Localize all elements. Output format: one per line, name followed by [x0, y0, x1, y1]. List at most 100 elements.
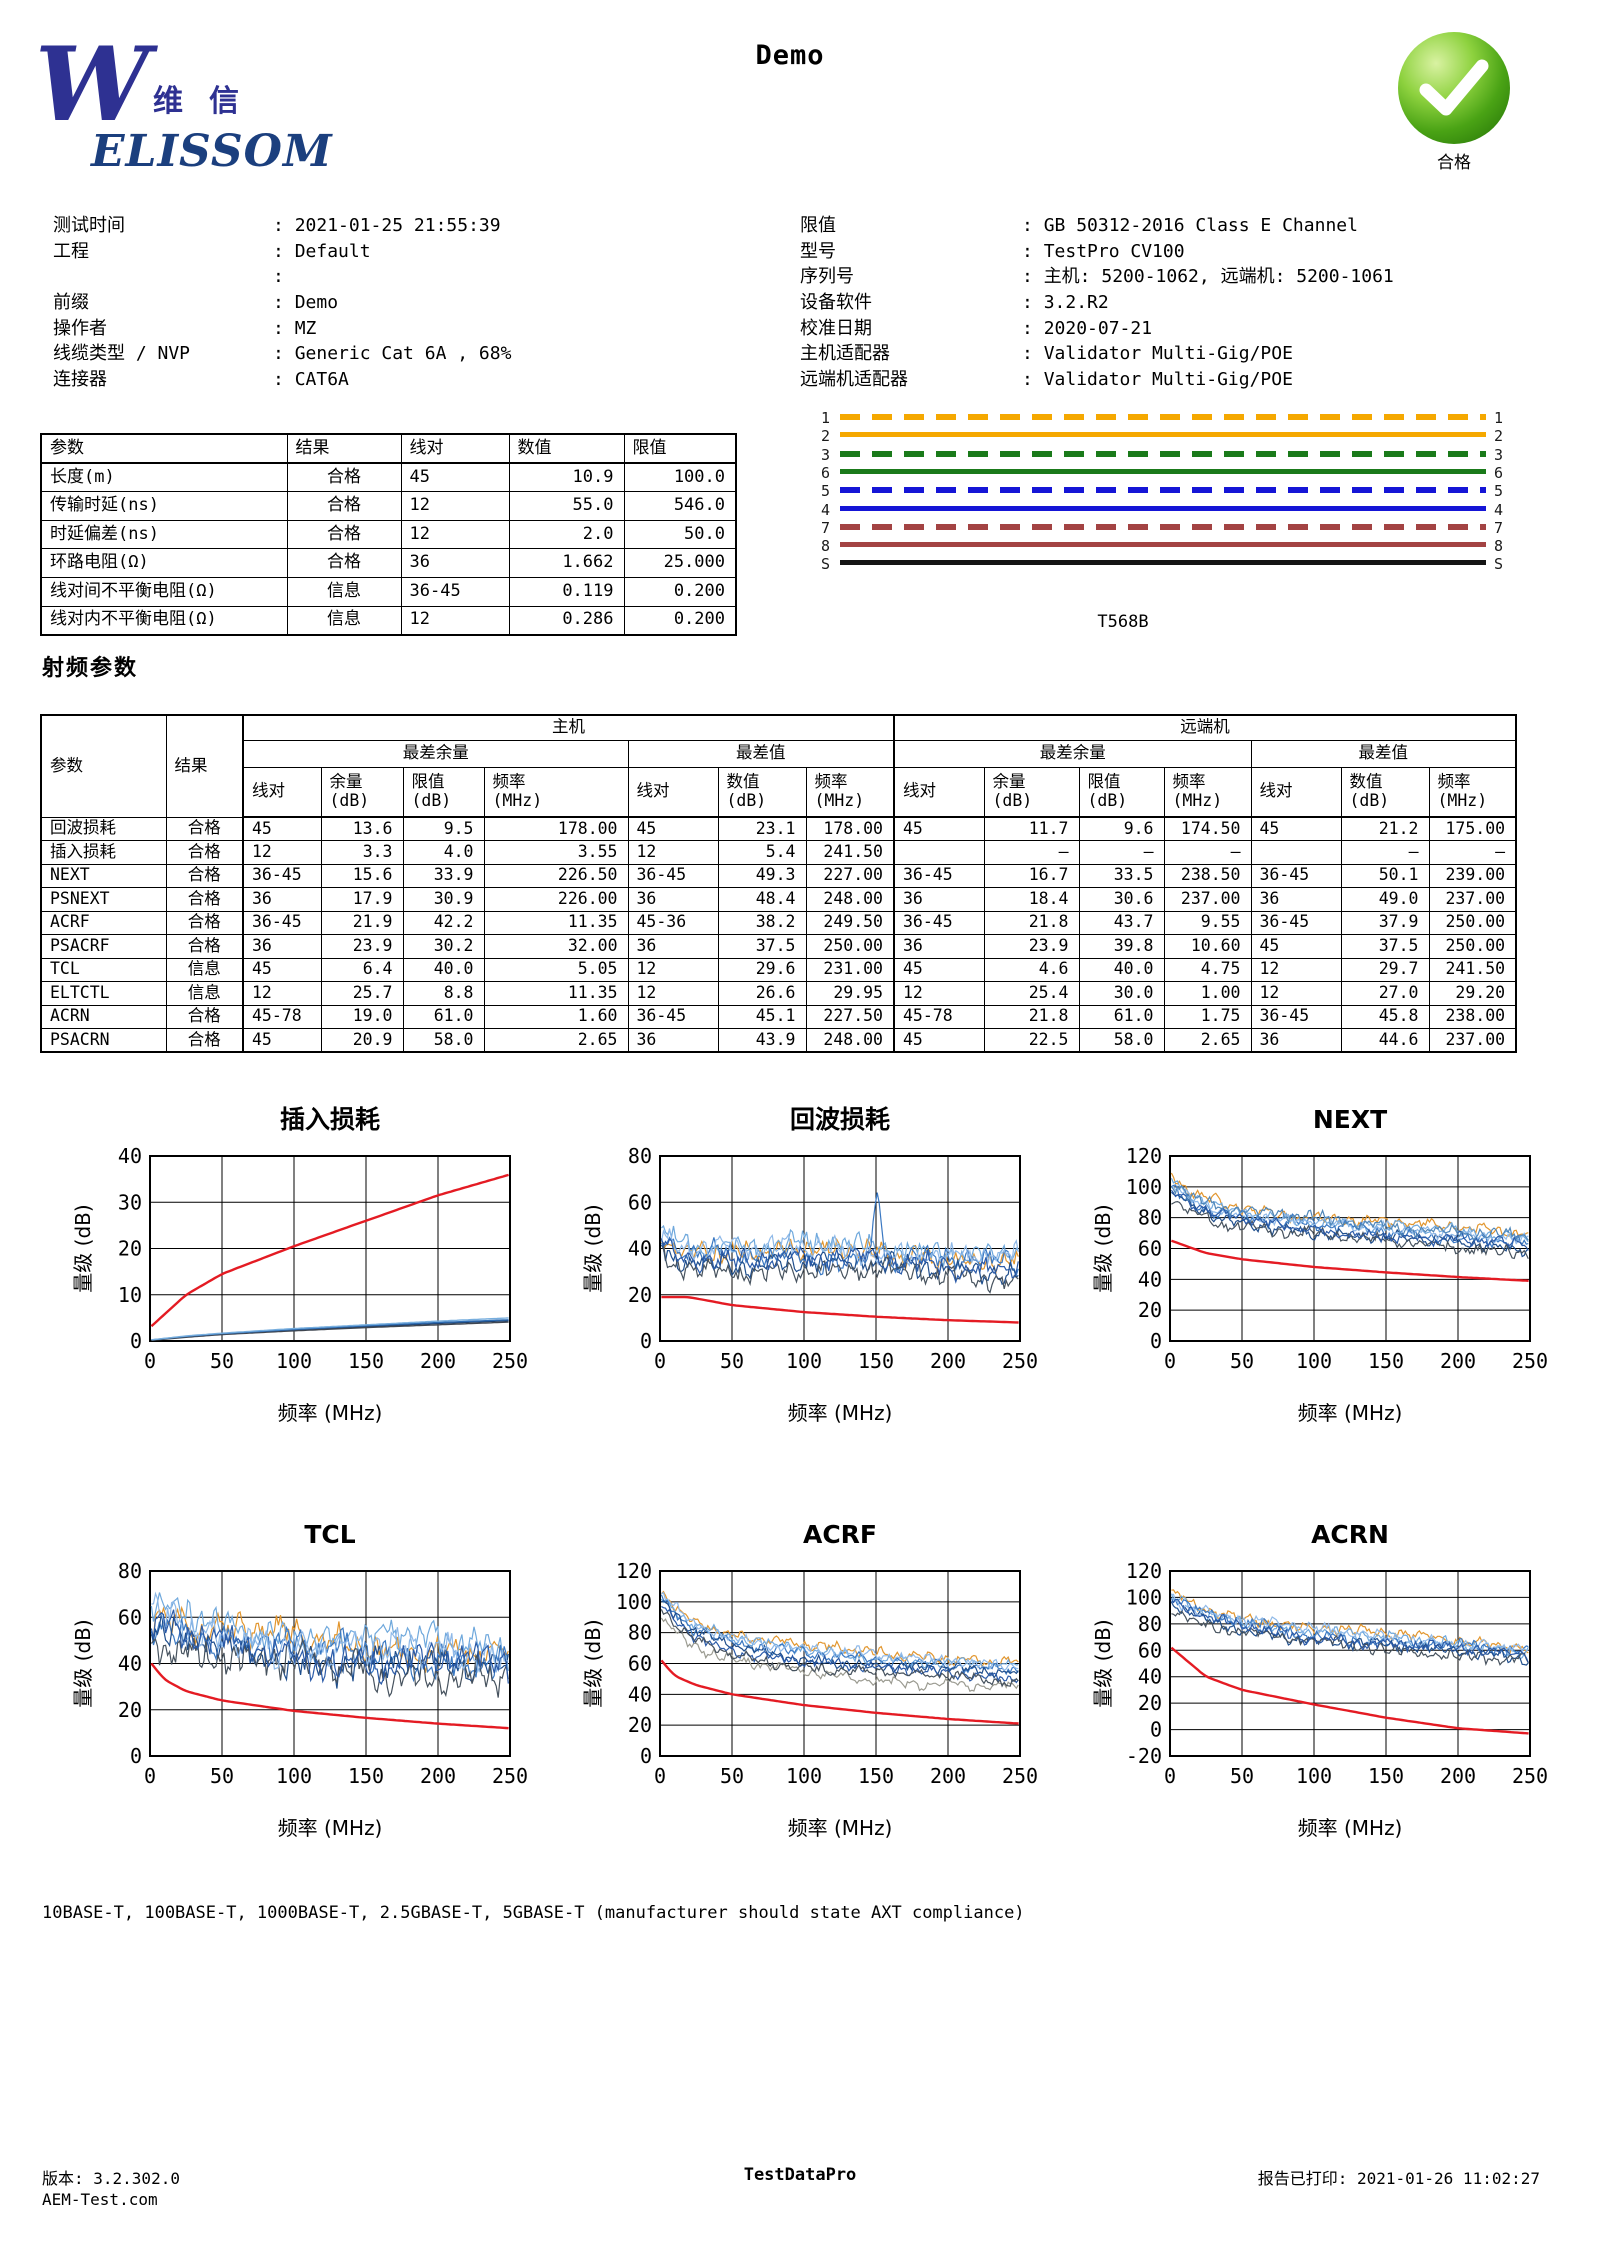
- chart-tcl: TCL 0 50 100 150 200 250 0 20 40 60 80 频率 (MHz) 量级 (d…: [70, 1513, 550, 1843]
- chart-traces: [1170, 1589, 1529, 1735]
- rf-header-param: 参数: [40, 714, 167, 818]
- rf-table-cell: 29.95: [805, 981, 895, 1006]
- y-tick-label: 0: [1150, 1718, 1162, 1742]
- measured-trace: [1170, 1184, 1529, 1241]
- rf-table-cell: 36: [1250, 887, 1342, 912]
- rf-table-row: PSNEXT 合格 36 17.9 30.9 226.00 36 48.4 248.00 36 18…: [40, 887, 1517, 912]
- x-tick-label: 0: [144, 1764, 156, 1788]
- x-tick-label: 150: [1368, 1349, 1404, 1373]
- y-tick-label: 100: [1126, 1175, 1162, 1199]
- rf-table-cell: 6.4: [320, 957, 404, 982]
- rf-table-cell: 178.00: [483, 816, 629, 841]
- x-tick-label: 150: [858, 1764, 894, 1788]
- rf-table-cell: 36-45: [1250, 910, 1342, 935]
- rf-table-cell: 30.0: [1078, 981, 1165, 1006]
- rf-table-cell: 信息: [165, 957, 244, 982]
- y-tick-label: 60: [628, 1652, 652, 1676]
- x-tick-label: 250: [492, 1349, 528, 1373]
- x-tick-label: 150: [858, 1349, 894, 1373]
- x-tick-label: 100: [1296, 1349, 1332, 1373]
- table-cell: 100.0: [623, 462, 737, 492]
- measured-trace: [1170, 1189, 1529, 1251]
- rf-table-cell: –: [983, 840, 1080, 865]
- table-cell: 合格: [286, 462, 402, 492]
- plot-border: [149, 1155, 511, 1342]
- x-tick-label: 50: [1230, 1764, 1254, 1788]
- rf-table-cell: 237.00: [1428, 1028, 1517, 1053]
- table-header-cell: 数值: [508, 433, 625, 464]
- chart-insertion-loss: 插入损耗 0 50 100 150 200 250 0 10 20 30 40 频率 (MHz) 量级 (…: [70, 1098, 550, 1428]
- y-tick-label: 40: [1138, 1267, 1162, 1291]
- y-axis-label: 量级 (dB): [71, 1619, 95, 1707]
- rf-table-cell: 37.5: [1340, 934, 1430, 959]
- rf-column-header: 线对: [242, 766, 322, 818]
- logo-brand-name: ELISSOM: [91, 126, 333, 177]
- rf-table-cell: 10.60: [1163, 934, 1252, 959]
- info-value: Demo: [273, 290, 338, 316]
- table-cell: 45: [400, 462, 510, 492]
- rf-table-cell: 4.75: [1163, 957, 1252, 982]
- measured-trace: [1171, 1609, 1529, 1666]
- y-axis-label: 量级 (dB): [581, 1204, 605, 1292]
- rf-table-cell: 174.50: [1163, 816, 1252, 841]
- rf-table-cell: 40.0: [1078, 957, 1165, 982]
- rf-table-cell: 226.50: [483, 863, 629, 888]
- x-tick-label: 150: [1368, 1764, 1404, 1788]
- y-tick-label: 20: [1138, 1298, 1162, 1322]
- x-axis-label: 频率 (MHz): [278, 1816, 383, 1840]
- rf-table-cell: 45: [893, 1028, 985, 1053]
- table-header-row: 参数 结果 线对 数值 限值: [40, 433, 737, 464]
- chart-title: 回波损耗: [790, 1105, 890, 1134]
- wiremap-pin-left: 8: [820, 537, 830, 556]
- info-value: MZ: [273, 316, 317, 342]
- info-value: Default: [273, 239, 371, 265]
- x-tick-label: 200: [420, 1349, 456, 1373]
- rf-table-cell: 22.5: [983, 1028, 1080, 1053]
- table-cell: 长度(m): [40, 462, 288, 492]
- wiremap-pin-left: 4: [820, 500, 830, 519]
- rf-table-cell: 21.8: [983, 910, 1080, 935]
- measured-trace: [1171, 1593, 1529, 1653]
- y-tick-label: 60: [1138, 1237, 1162, 1261]
- rf-table-cell: 1.60: [483, 1004, 629, 1029]
- info-row: 序列号 主机: 5200-1062, 远端机: 5200-1061: [800, 264, 1560, 290]
- rf-table-cell: 29.7: [1340, 957, 1430, 982]
- rf-table-cell: 4.0: [402, 840, 485, 865]
- x-tick-label: 0: [144, 1349, 156, 1373]
- wiremap-wire-line: [840, 542, 1486, 548]
- rf-column-header: 频率 (MHz): [1428, 766, 1517, 818]
- x-tick-label: 100: [1296, 1764, 1332, 1788]
- info-row: 线缆类型 / NVP Generic Cat 6A , 68%: [53, 341, 693, 367]
- rf-table-cell: 45-36: [627, 910, 719, 935]
- table-cell: 36: [400, 548, 510, 578]
- wiremap-pin-right: S: [1494, 555, 1504, 574]
- rf-header-row-groups: 参数 结果 主机 远端机: [40, 714, 1517, 818]
- rf-table-cell: 36: [627, 887, 719, 912]
- rf-table-cell: 237.00: [1163, 887, 1252, 912]
- rf-table-cell: 12: [242, 981, 322, 1006]
- table-cell: 50.0: [623, 519, 737, 550]
- rf-table-cell: 11.35: [483, 910, 629, 935]
- info-label: 型号: [800, 240, 836, 262]
- rf-table-cell: 1.00: [1163, 981, 1252, 1006]
- chart-acrf: ACRF 0 50 100 150 200 250 0 20 40 60 80 100 120 频率 (MH…: [580, 1513, 1060, 1843]
- y-tick-label: 100: [1126, 1585, 1162, 1609]
- rf-table-cell: 3.55: [483, 840, 629, 865]
- rf-table-cell: –: [1078, 840, 1165, 865]
- measured-trace: [151, 1321, 509, 1341]
- limit-line: [660, 1659, 1019, 1725]
- wiremap-pin-right: 3: [1494, 445, 1504, 464]
- rf-table-cell: 25.4: [983, 981, 1080, 1006]
- rf-table-cell: 36: [242, 934, 322, 959]
- table-cell: 传输时延(ns): [40, 490, 288, 521]
- y-axis-label: 量级 (dB): [1091, 1204, 1115, 1292]
- rf-table-cell: 25.7: [320, 981, 404, 1006]
- rf-table-cell: 33.9: [402, 863, 485, 888]
- rf-table-cell: 42.2: [402, 910, 485, 935]
- measured-trace: [661, 1605, 1019, 1684]
- rf-table-row: 插入损耗 合格 12 3.3 4.0 3.55 12 5.4 241.50– – – – –: [40, 840, 1517, 865]
- x-tick-label: 250: [1512, 1349, 1548, 1373]
- table-cell: 25.000: [623, 548, 737, 578]
